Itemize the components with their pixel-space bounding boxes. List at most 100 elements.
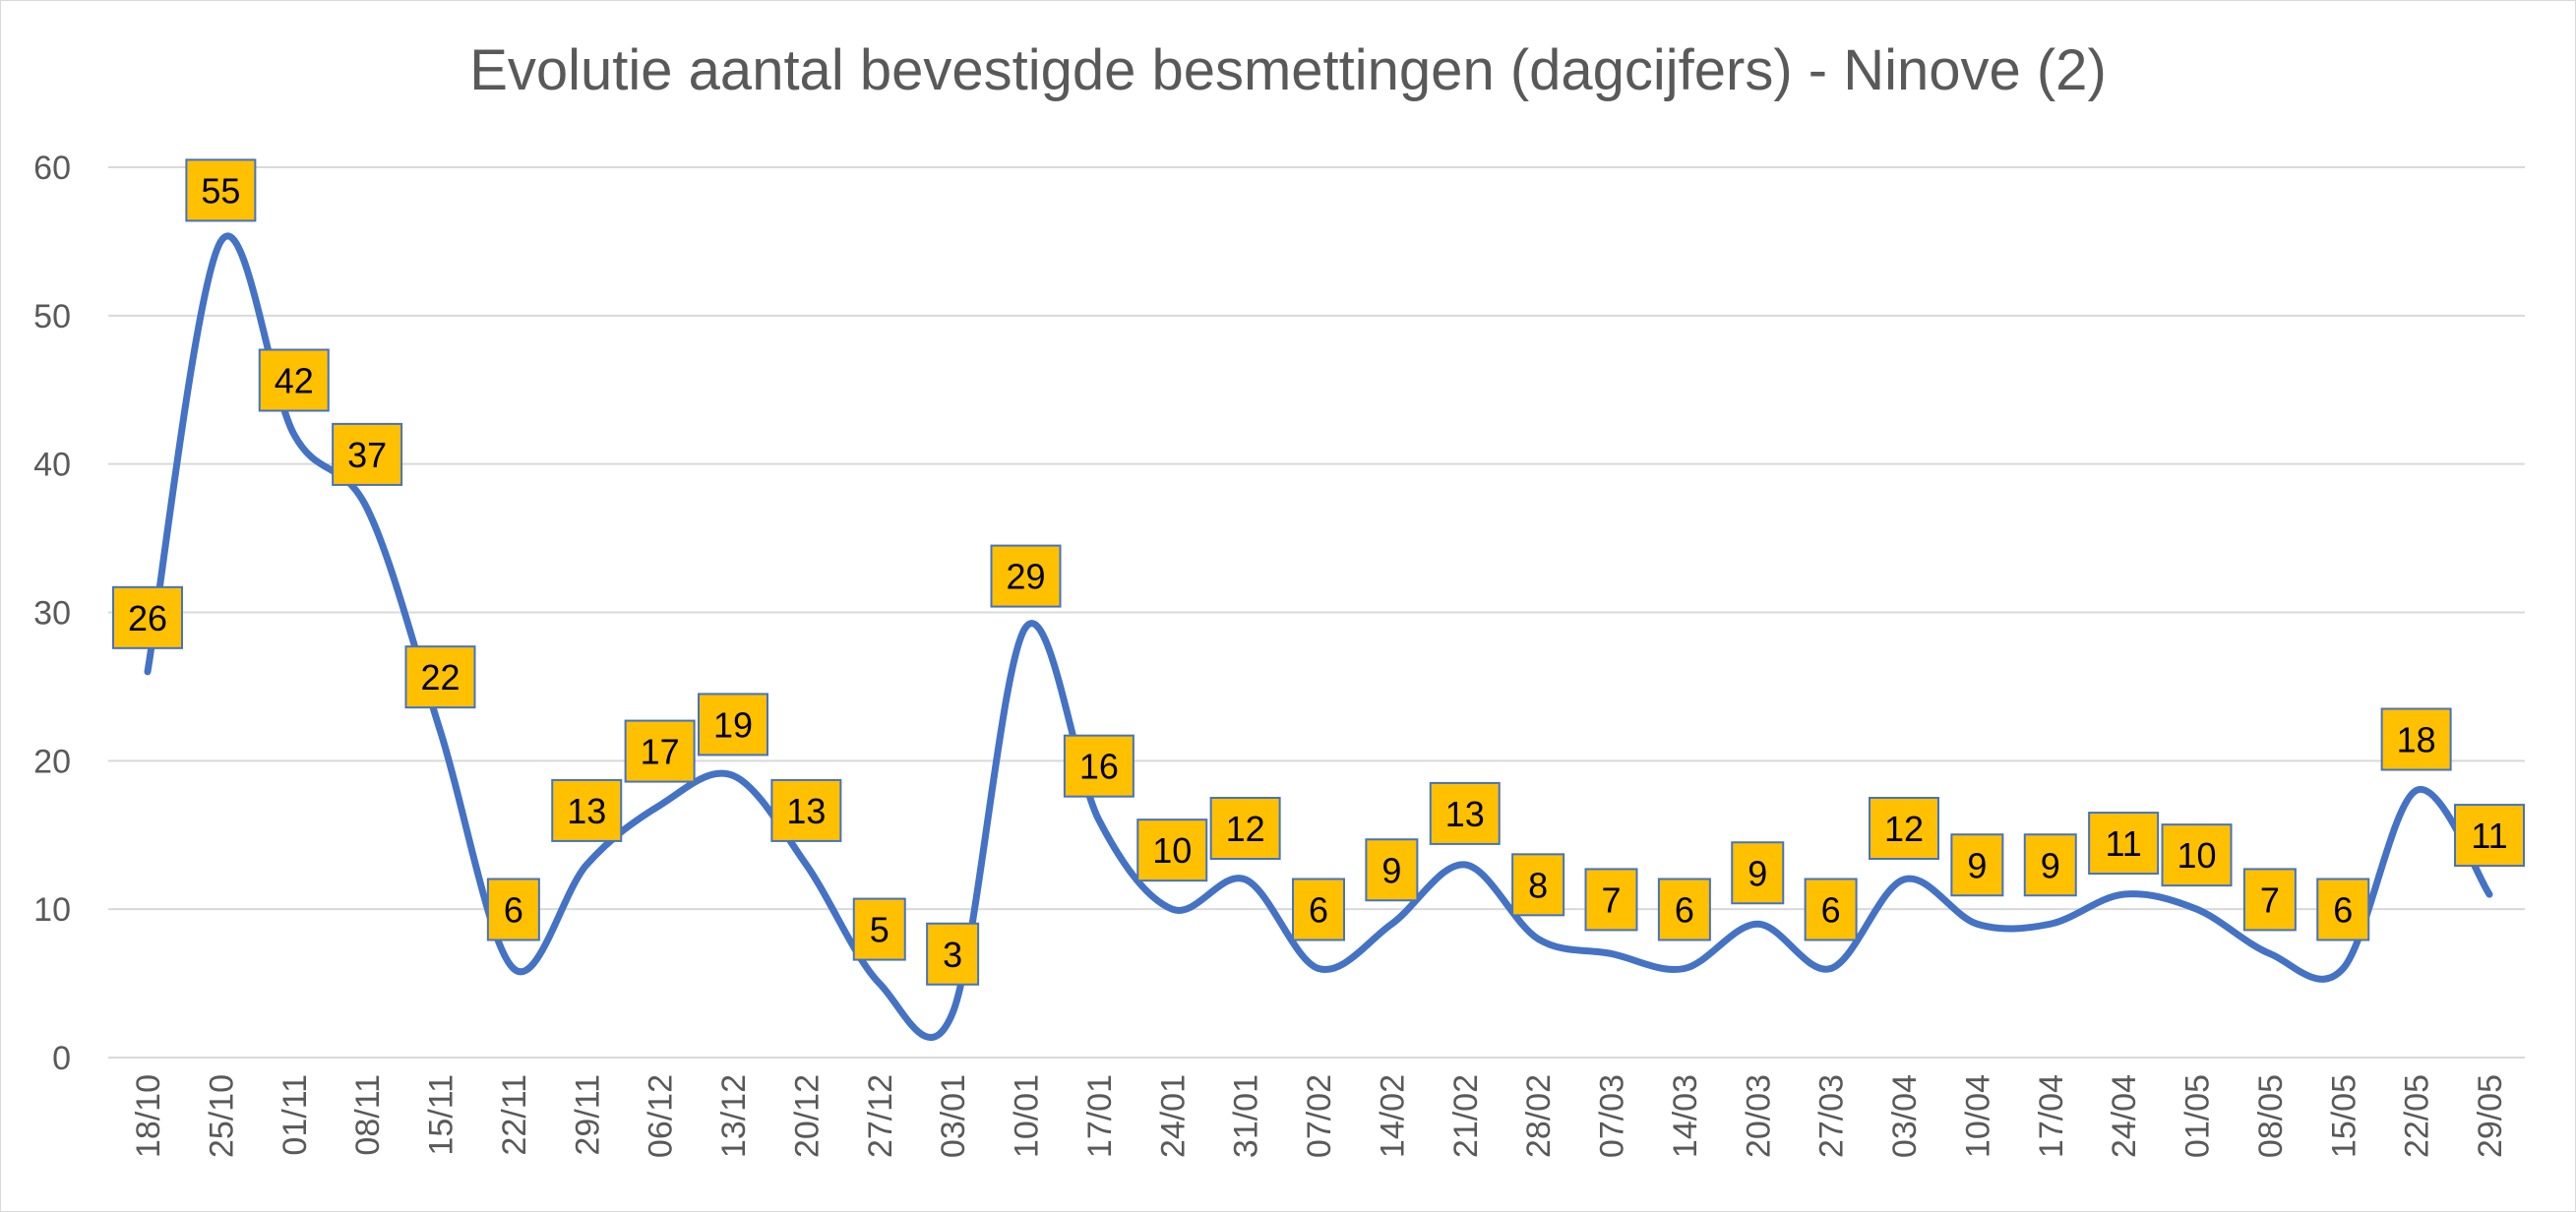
data-label-text: 8 [1528, 865, 1548, 905]
data-label-box [258, 348, 330, 412]
data-label-text: 13 [786, 791, 826, 831]
data-label-text: 9 [1381, 850, 1401, 890]
data-label: 9 [1731, 841, 1785, 905]
data-label-text: 37 [347, 435, 387, 475]
y-tick-label: 60 [33, 150, 71, 187]
data-label: 12 [1869, 797, 1939, 860]
y-tick-label: 0 [52, 1040, 71, 1077]
x-tick-label: 24/01 [1154, 1074, 1192, 1158]
y-axis-ticks: 0 10 20 30 40 50 60 [33, 150, 71, 1077]
data-label: 6 [1657, 878, 1711, 941]
data-label-box [2242, 868, 2297, 932]
data-label-text: 13 [1445, 794, 1485, 834]
data-label: 22 [404, 645, 476, 709]
data-label-text: 26 [128, 598, 167, 638]
data-label-text: 9 [2041, 845, 2060, 885]
data-label-box [1136, 818, 1208, 882]
data-label-text: 11 [2105, 823, 2141, 864]
x-tick-label: 27/03 [1813, 1074, 1851, 1158]
data-label: 16 [1063, 734, 1135, 798]
data-label: 6 [2316, 878, 2370, 941]
y-tick-label: 30 [33, 595, 71, 633]
x-tick-label: 20/03 [1740, 1074, 1777, 1158]
data-label-box [2023, 833, 2077, 897]
data-label: 12 [1209, 797, 1281, 860]
data-label-box [1365, 838, 1419, 902]
y-tick-label: 10 [33, 891, 71, 929]
data-label: 26 [112, 585, 183, 649]
data-label: 13 [1429, 781, 1501, 845]
x-axis-ticks: 18/10 25/10 01/11 08/11 15/11 22/11 29/11 06/12… [130, 1074, 2509, 1158]
x-tick-label: 29/11 [569, 1074, 606, 1156]
data-label-text: 9 [1967, 845, 1987, 885]
y-tick-label: 20 [33, 743, 71, 780]
data-label: 10 [1136, 818, 1208, 882]
y-tick-label: 50 [33, 298, 71, 335]
x-tick-label: 27/12 [862, 1074, 899, 1158]
data-label: 42 [258, 348, 330, 412]
x-tick-label: 21/02 [1447, 1074, 1485, 1158]
data-label-text: 42 [275, 361, 314, 401]
data-label-box [1063, 734, 1135, 798]
x-tick-label: 07/02 [1301, 1074, 1338, 1158]
data-label-box [2316, 878, 2370, 941]
data-label-box [1731, 841, 1785, 905]
data-label: 13 [551, 778, 623, 842]
x-tick-label: 13/12 [715, 1074, 753, 1158]
data-label-box [1657, 878, 1711, 941]
x-tick-label: 14/03 [1667, 1074, 1704, 1158]
data-label-box [2454, 804, 2525, 868]
data-label-box [332, 422, 403, 486]
data-label-text: 12 [1884, 809, 1924, 849]
data-label: 29 [990, 544, 1062, 608]
data-label: 9 [1365, 838, 1419, 902]
x-tick-label: 28/02 [1520, 1074, 1558, 1158]
data-label-text: 55 [201, 170, 240, 211]
data-label-box [2380, 707, 2452, 771]
x-tick-label: 01/05 [2179, 1074, 2217, 1158]
data-label-box [698, 693, 768, 757]
x-tick-label: 07/03 [1594, 1074, 1631, 1158]
x-tick-label: 10/04 [1959, 1074, 1996, 1158]
data-label: 17 [624, 719, 696, 783]
data-label: 9 [2023, 833, 2077, 897]
x-tick-label: 08/05 [2252, 1074, 2290, 1158]
data-label-text: 16 [1079, 747, 1119, 787]
data-label-box [1950, 833, 2004, 897]
data-label-box [2161, 823, 2233, 887]
data-label-box [926, 922, 980, 986]
data-label-box [185, 158, 257, 222]
data-label-box [2088, 812, 2160, 876]
data-label: 9 [1950, 833, 2004, 897]
data-label: 6 [1292, 878, 1345, 941]
data-label-box [551, 778, 623, 842]
data-label: 3 [926, 922, 980, 986]
series-line [144, 232, 2493, 1042]
data-label-box [1869, 797, 1939, 860]
data-label-text: 10 [2177, 835, 2216, 876]
data-label-text: 13 [567, 791, 606, 831]
data-label-box [990, 544, 1062, 608]
data-label: 8 [1511, 853, 1565, 917]
data-label-text: 7 [1601, 879, 1621, 920]
data-label: 7 [2242, 868, 2297, 932]
x-tick-label: 29/05 [2472, 1074, 2509, 1158]
data-label: 55 [185, 158, 257, 222]
data-label-box [486, 878, 540, 941]
x-tick-label: 15/05 [2325, 1074, 2362, 1158]
x-tick-label: 08/11 [349, 1074, 387, 1156]
data-label-text: 29 [1006, 557, 1045, 597]
data-label-text: 3 [943, 935, 962, 975]
x-tick-label: 20/12 [788, 1074, 826, 1158]
y-tick-label: 40 [33, 447, 71, 484]
data-label-box [852, 897, 906, 961]
data-label: 10 [2161, 823, 2233, 887]
data-label: 19 [698, 693, 768, 757]
x-tick-label: 03/01 [935, 1074, 972, 1158]
data-label: 5 [852, 897, 906, 961]
data-label: 6 [1804, 878, 1858, 941]
x-tick-label: 22/11 [496, 1074, 533, 1156]
data-label: 7 [1584, 868, 1638, 932]
x-tick-label: 03/04 [1886, 1074, 1924, 1158]
